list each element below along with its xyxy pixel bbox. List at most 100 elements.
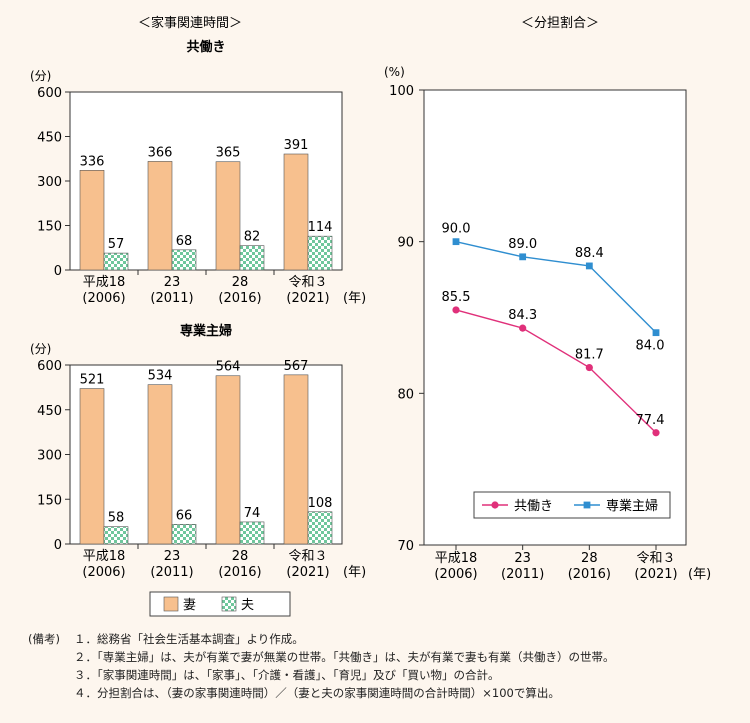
y-tick-label: 100	[389, 84, 414, 99]
chart-title: 専業主婦	[180, 323, 232, 339]
data-point	[519, 324, 527, 332]
data-label-wife: 564	[216, 360, 241, 375]
series-line	[455, 240, 657, 334]
note-head	[28, 648, 74, 666]
bar-wife	[147, 384, 173, 545]
data-point	[452, 306, 460, 314]
x-tick-label-year: (2006)	[82, 291, 125, 306]
x-tick-label: 令和３	[288, 275, 327, 290]
legend-label-wife: 妻	[183, 598, 196, 613]
data-label: 77.4	[636, 413, 665, 428]
note-text: ４．分担割合は、（妻の家事関連時間）／（妻と夫の家事関連時間の合計時間）×100…	[74, 686, 560, 700]
y-tick-label: 0	[54, 538, 62, 553]
note-row: ４．分担割合は、（妻の家事関連時間）／（妻と夫の家事関連時間の合計時間）×100…	[28, 684, 743, 702]
data-label: 84.3	[508, 308, 537, 323]
x-tick-label: 令和３	[288, 549, 327, 564]
note-head	[28, 666, 74, 684]
note-row: (備考) １．総務省「社会生活基本調査」より作成。	[28, 630, 743, 648]
data-label-wife: 336	[80, 154, 105, 169]
bar-husband	[239, 245, 265, 271]
chart-title: 共働き	[186, 39, 225, 55]
x-tick-label-year: (2006)	[434, 567, 477, 582]
bar-husband	[103, 526, 129, 545]
data-label-husband: 58	[108, 511, 125, 526]
x-tick-label: 28	[581, 551, 598, 566]
y-tick-label: 300	[37, 449, 62, 464]
left-panel-heading: ＜家事関連時間＞	[138, 15, 242, 31]
data-label-wife: 366	[148, 145, 173, 160]
data-label-husband: 114	[308, 220, 333, 235]
data-label-wife: 391	[284, 138, 309, 153]
x-tick-label-year: (2006)	[82, 565, 125, 580]
x-axis-unit: (年)	[688, 567, 711, 582]
data-label-wife: 567	[284, 359, 309, 374]
x-axis-unit: (年)	[343, 291, 366, 306]
data-label: 89.0	[508, 237, 537, 252]
legend-label-husband: 夫	[241, 598, 254, 613]
data-point	[452, 238, 460, 246]
x-tick-label-year: (2016)	[218, 291, 261, 306]
x-tick-label: 28	[232, 275, 249, 290]
x-tick-label-year: (2021)	[286, 291, 329, 306]
y-tick-label: 150	[37, 493, 62, 508]
data-label-wife: 521	[80, 373, 105, 388]
x-tick-label: 28	[232, 549, 249, 564]
data-label: 84.0	[636, 339, 665, 354]
legend-swatch-husband	[221, 596, 237, 612]
y-tick-label: 90	[397, 236, 414, 251]
chart-canvas: ＜家事関連時間＞共働き(分)015030045060033657平成18(200…	[30, 15, 711, 617]
y-tick-label: 600	[37, 359, 62, 374]
data-point	[652, 429, 660, 437]
data-label-husband: 82	[244, 230, 261, 245]
y-axis-unit: (分)	[30, 69, 51, 83]
bar-wife	[215, 161, 241, 271]
note-row: ３．「家事関連時間」は、「家事」、「介護・看護」、「育児」及び「買い物」の合計。	[28, 666, 743, 684]
y-tick-label: 80	[397, 387, 414, 402]
note-row: ２．「専業主婦」は、夫が有業で妻が無業の世帯。「共働き」は、夫が有業で妻も有業（…	[28, 648, 743, 666]
data-label-husband: 74	[244, 506, 261, 521]
data-label: 85.5	[442, 290, 471, 305]
y-tick-label: 70	[397, 539, 414, 554]
legend-label: 専業主婦	[606, 498, 658, 514]
data-point	[585, 262, 593, 270]
x-tick-label: 平成18	[83, 549, 126, 564]
data-label-husband: 57	[108, 237, 125, 252]
bar-wife	[147, 161, 173, 271]
x-tick-label: 平成18	[83, 275, 126, 290]
x-tick-label-year: (2011)	[150, 565, 193, 580]
x-tick-label: 平成18	[435, 551, 478, 566]
bar-wife	[283, 153, 309, 271]
x-tick-label: 令和３	[636, 551, 675, 566]
x-tick-label-year: (2016)	[568, 567, 611, 582]
bar-husband	[239, 521, 265, 545]
note-text: １．総務省「社会生活基本調査」より作成。	[74, 632, 304, 646]
y-axis-unit: (分)	[30, 342, 51, 356]
legend-marker	[491, 501, 499, 509]
x-tick-label-year: (2011)	[501, 567, 544, 582]
data-label-wife: 365	[216, 146, 241, 161]
note-head	[28, 684, 74, 702]
bar-husband	[307, 235, 333, 271]
bar-wife	[79, 388, 105, 545]
x-tick-label-year: (2021)	[634, 567, 677, 582]
data-label: 81.7	[575, 348, 604, 363]
data-label-husband: 66	[176, 508, 193, 523]
x-axis-unit: (年)	[343, 565, 366, 580]
x-tick-label-year: (2011)	[150, 291, 193, 306]
bar-wife	[215, 375, 241, 545]
data-label-husband: 108	[308, 496, 333, 511]
note-text: ２．「専業主婦」は、夫が有業で妻が無業の世帯。「共働き」は、夫が有業で妻も有業（…	[74, 650, 615, 664]
x-tick-label: 23	[164, 275, 181, 290]
data-label-wife: 534	[148, 369, 173, 384]
data-point	[519, 253, 527, 261]
bar-wife	[283, 374, 309, 545]
bar-husband	[171, 249, 197, 271]
note-text: ３．「家事関連時間」は、「家事」、「介護・看護」、「育児」及び「買い物」の合計。	[74, 668, 500, 682]
y-tick-label: 450	[37, 131, 62, 146]
data-point	[652, 329, 660, 337]
y-tick-label: 600	[37, 86, 62, 101]
right-panel-heading: ＜分担割合＞	[521, 15, 599, 31]
x-tick-label-year: (2016)	[218, 565, 261, 580]
bar-wife	[79, 170, 105, 271]
